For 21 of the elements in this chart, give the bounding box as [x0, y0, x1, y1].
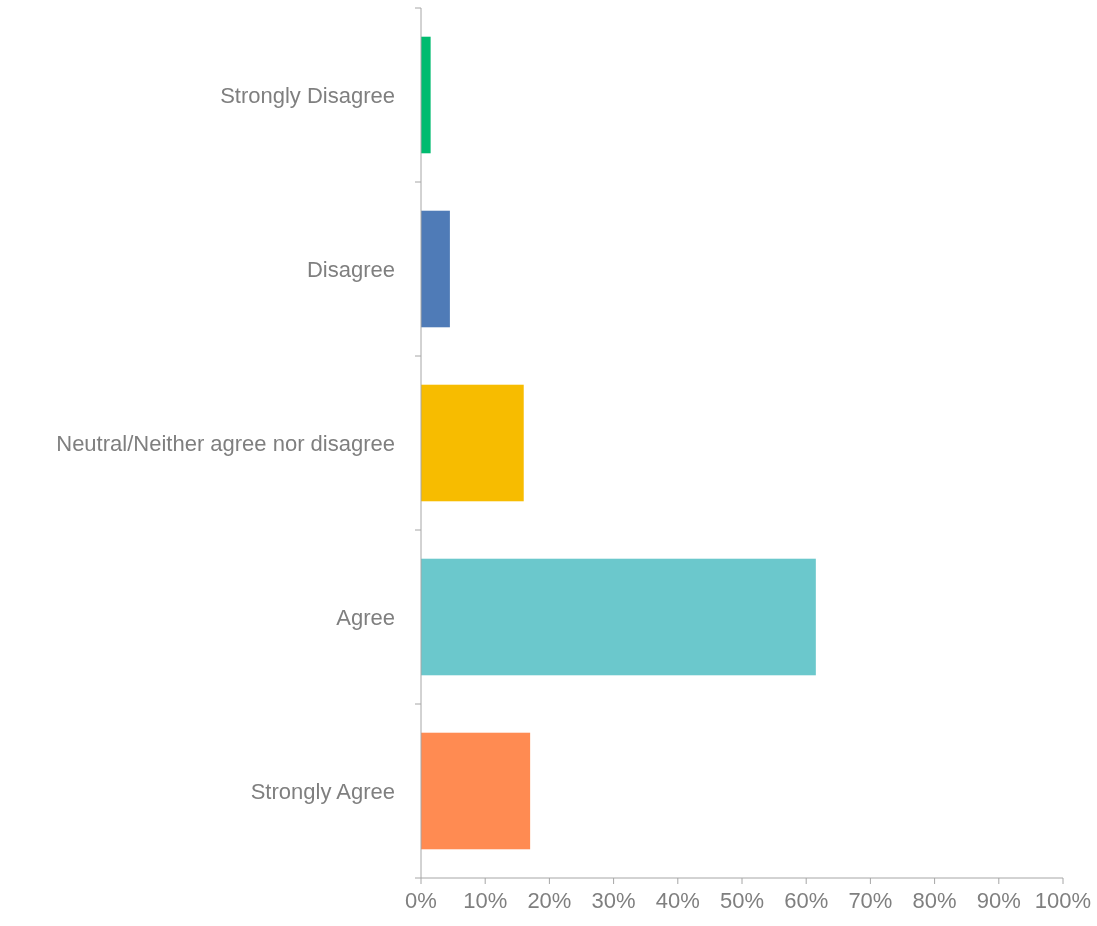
- x-tick-label: 10%: [463, 888, 508, 913]
- x-tick-label: 80%: [912, 888, 957, 913]
- x-tick-label: 100%: [1034, 888, 1092, 913]
- x-tick-label: 60%: [784, 888, 829, 913]
- bar: [421, 36, 431, 154]
- x-tick-label: 30%: [591, 888, 636, 913]
- y-tick-label: Strongly Agree: [250, 778, 395, 804]
- x-tick-label: 40%: [655, 888, 700, 913]
- y-tick-label: Agree: [336, 604, 395, 630]
- x-tick-label: 20%: [527, 888, 572, 913]
- y-tick-label: Disagree: [306, 256, 395, 282]
- bar: [421, 732, 531, 850]
- x-tick-label: 50%: [719, 888, 765, 913]
- x-tick-label: 0%: [405, 888, 437, 913]
- bar: [421, 210, 450, 328]
- bar: [421, 384, 524, 502]
- x-tick-label: 70%: [848, 888, 893, 913]
- y-tick-label: Strongly Disagree: [220, 82, 395, 108]
- y-tick-label: Neutral/Neither agree nor disagree: [56, 430, 395, 456]
- bar: [421, 558, 816, 676]
- x-tick-label: 90%: [976, 888, 1021, 913]
